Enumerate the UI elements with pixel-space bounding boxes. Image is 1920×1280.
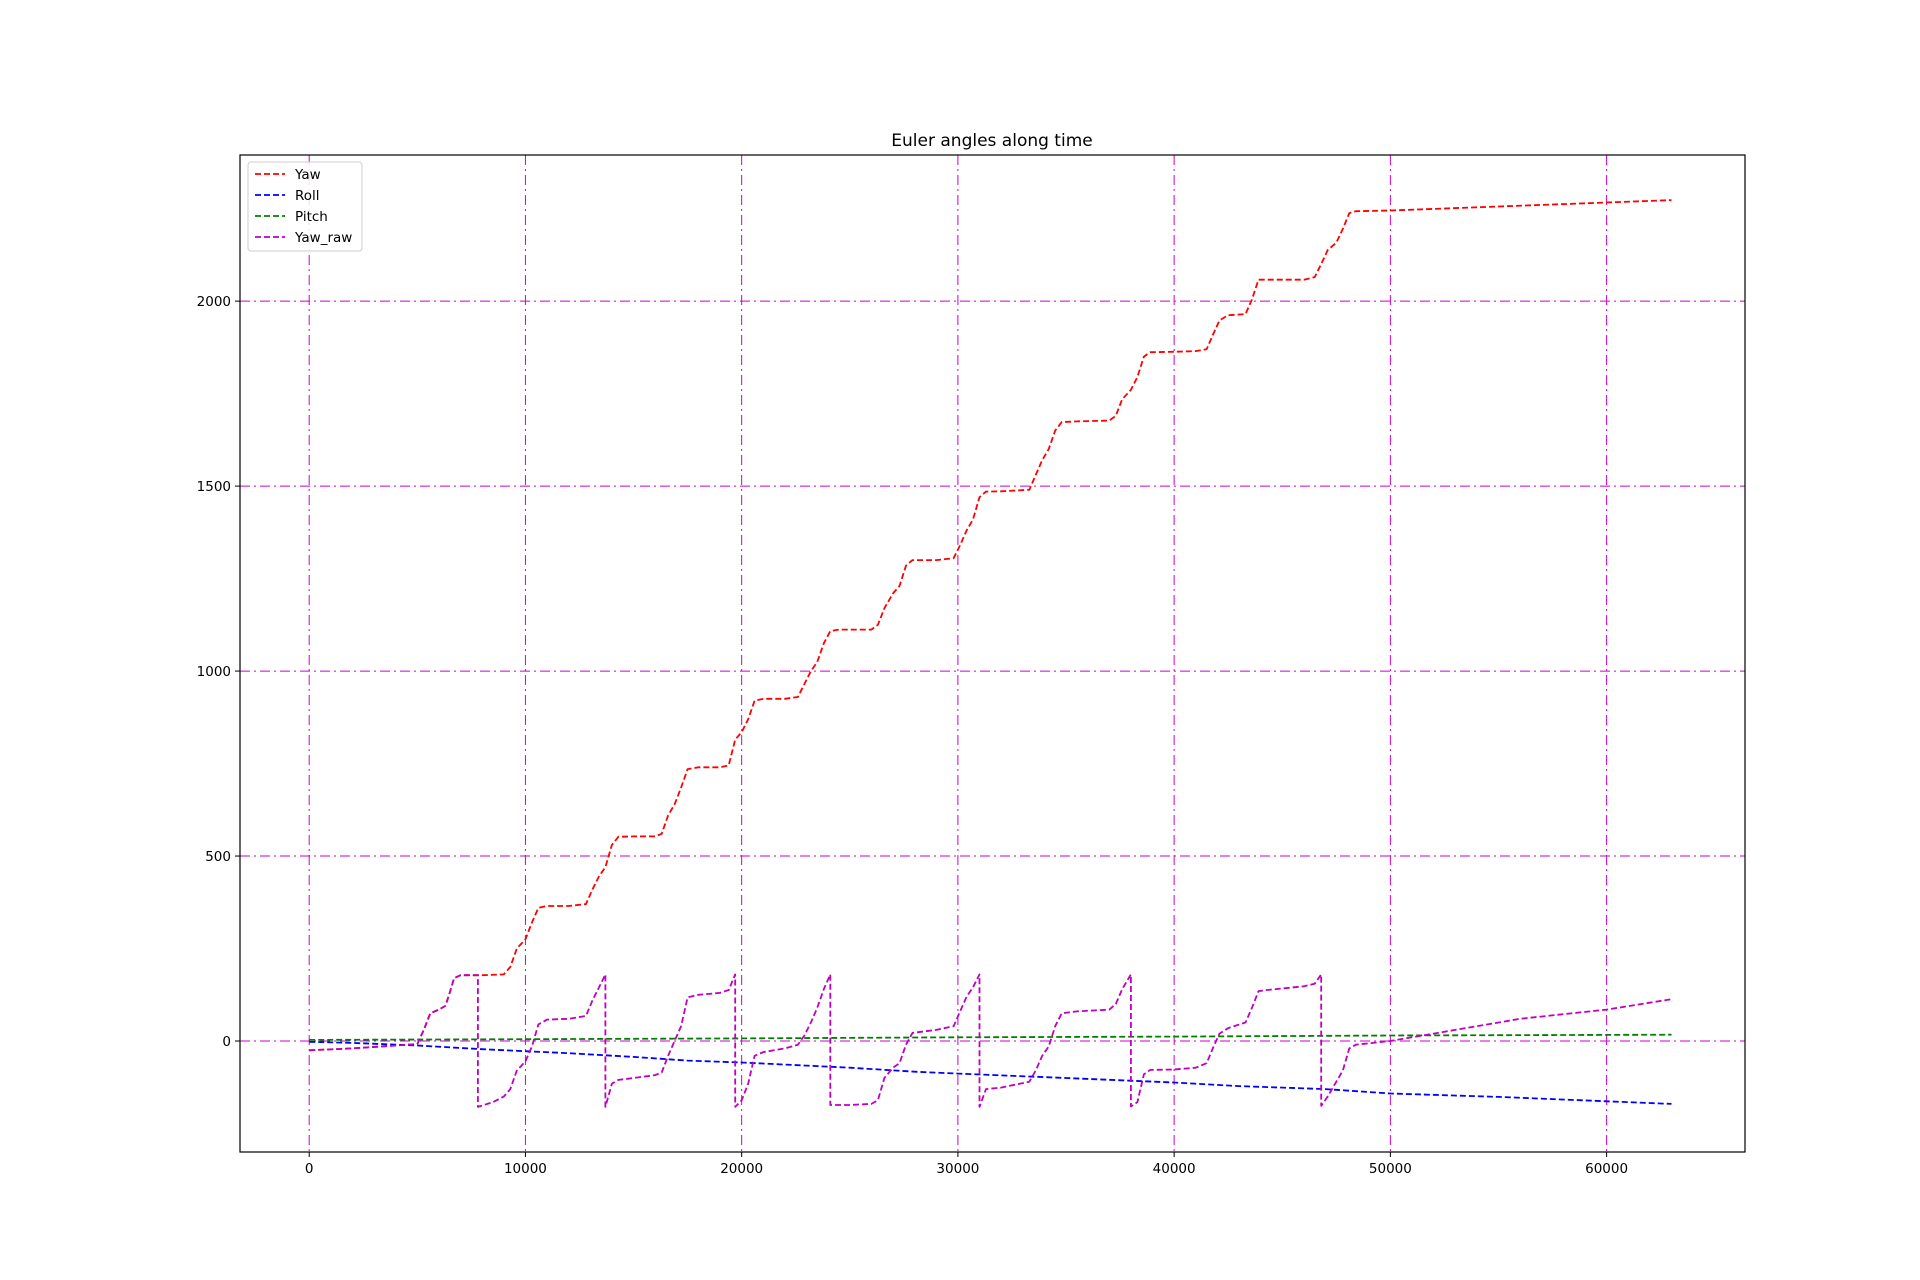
legend-label-roll: Roll xyxy=(295,188,320,204)
y-tick-label: 2000 xyxy=(197,294,231,310)
legend: Yaw Roll Pitch Yaw_raw xyxy=(247,161,363,252)
x-tick-label: 40000 xyxy=(1153,1161,1196,1177)
y-tick-label: 500 xyxy=(205,849,231,865)
x-tick-label: 10000 xyxy=(504,1161,547,1177)
legend-box xyxy=(247,161,363,252)
x-tick-label: 30000 xyxy=(936,1161,979,1177)
legend-label-yaw: Yaw xyxy=(294,167,321,183)
series-line-roll xyxy=(309,1040,1672,1105)
y-tick-label: 1500 xyxy=(197,479,231,495)
x-tick-label: 20000 xyxy=(720,1161,763,1177)
legend-label-yaw-raw: Yaw_raw xyxy=(294,230,352,246)
grid-lines xyxy=(240,155,1745,1152)
chart-title: Euler angles along time xyxy=(891,131,1092,151)
plot-area-background xyxy=(240,155,1745,1152)
x-tick-label: 60000 xyxy=(1585,1161,1628,1177)
series-line-pitch xyxy=(309,1033,1672,1041)
series-line-yaw-raw xyxy=(309,973,1672,1108)
x-tick-label: 0 xyxy=(305,1161,314,1177)
x-tick-label: 50000 xyxy=(1369,1161,1412,1177)
legend-label-pitch: Pitch xyxy=(295,209,328,225)
plot-area-frame xyxy=(239,154,1746,1153)
y-tick-label: 1000 xyxy=(197,664,231,680)
y-tick-label: 0 xyxy=(222,1034,231,1050)
axis-ticks: 0 10000 20000 30000 40000 50000 60000 0 500 1000 1… xyxy=(197,294,1628,1177)
series-line-yaw xyxy=(309,199,1672,1052)
series-layer xyxy=(309,199,1672,1108)
